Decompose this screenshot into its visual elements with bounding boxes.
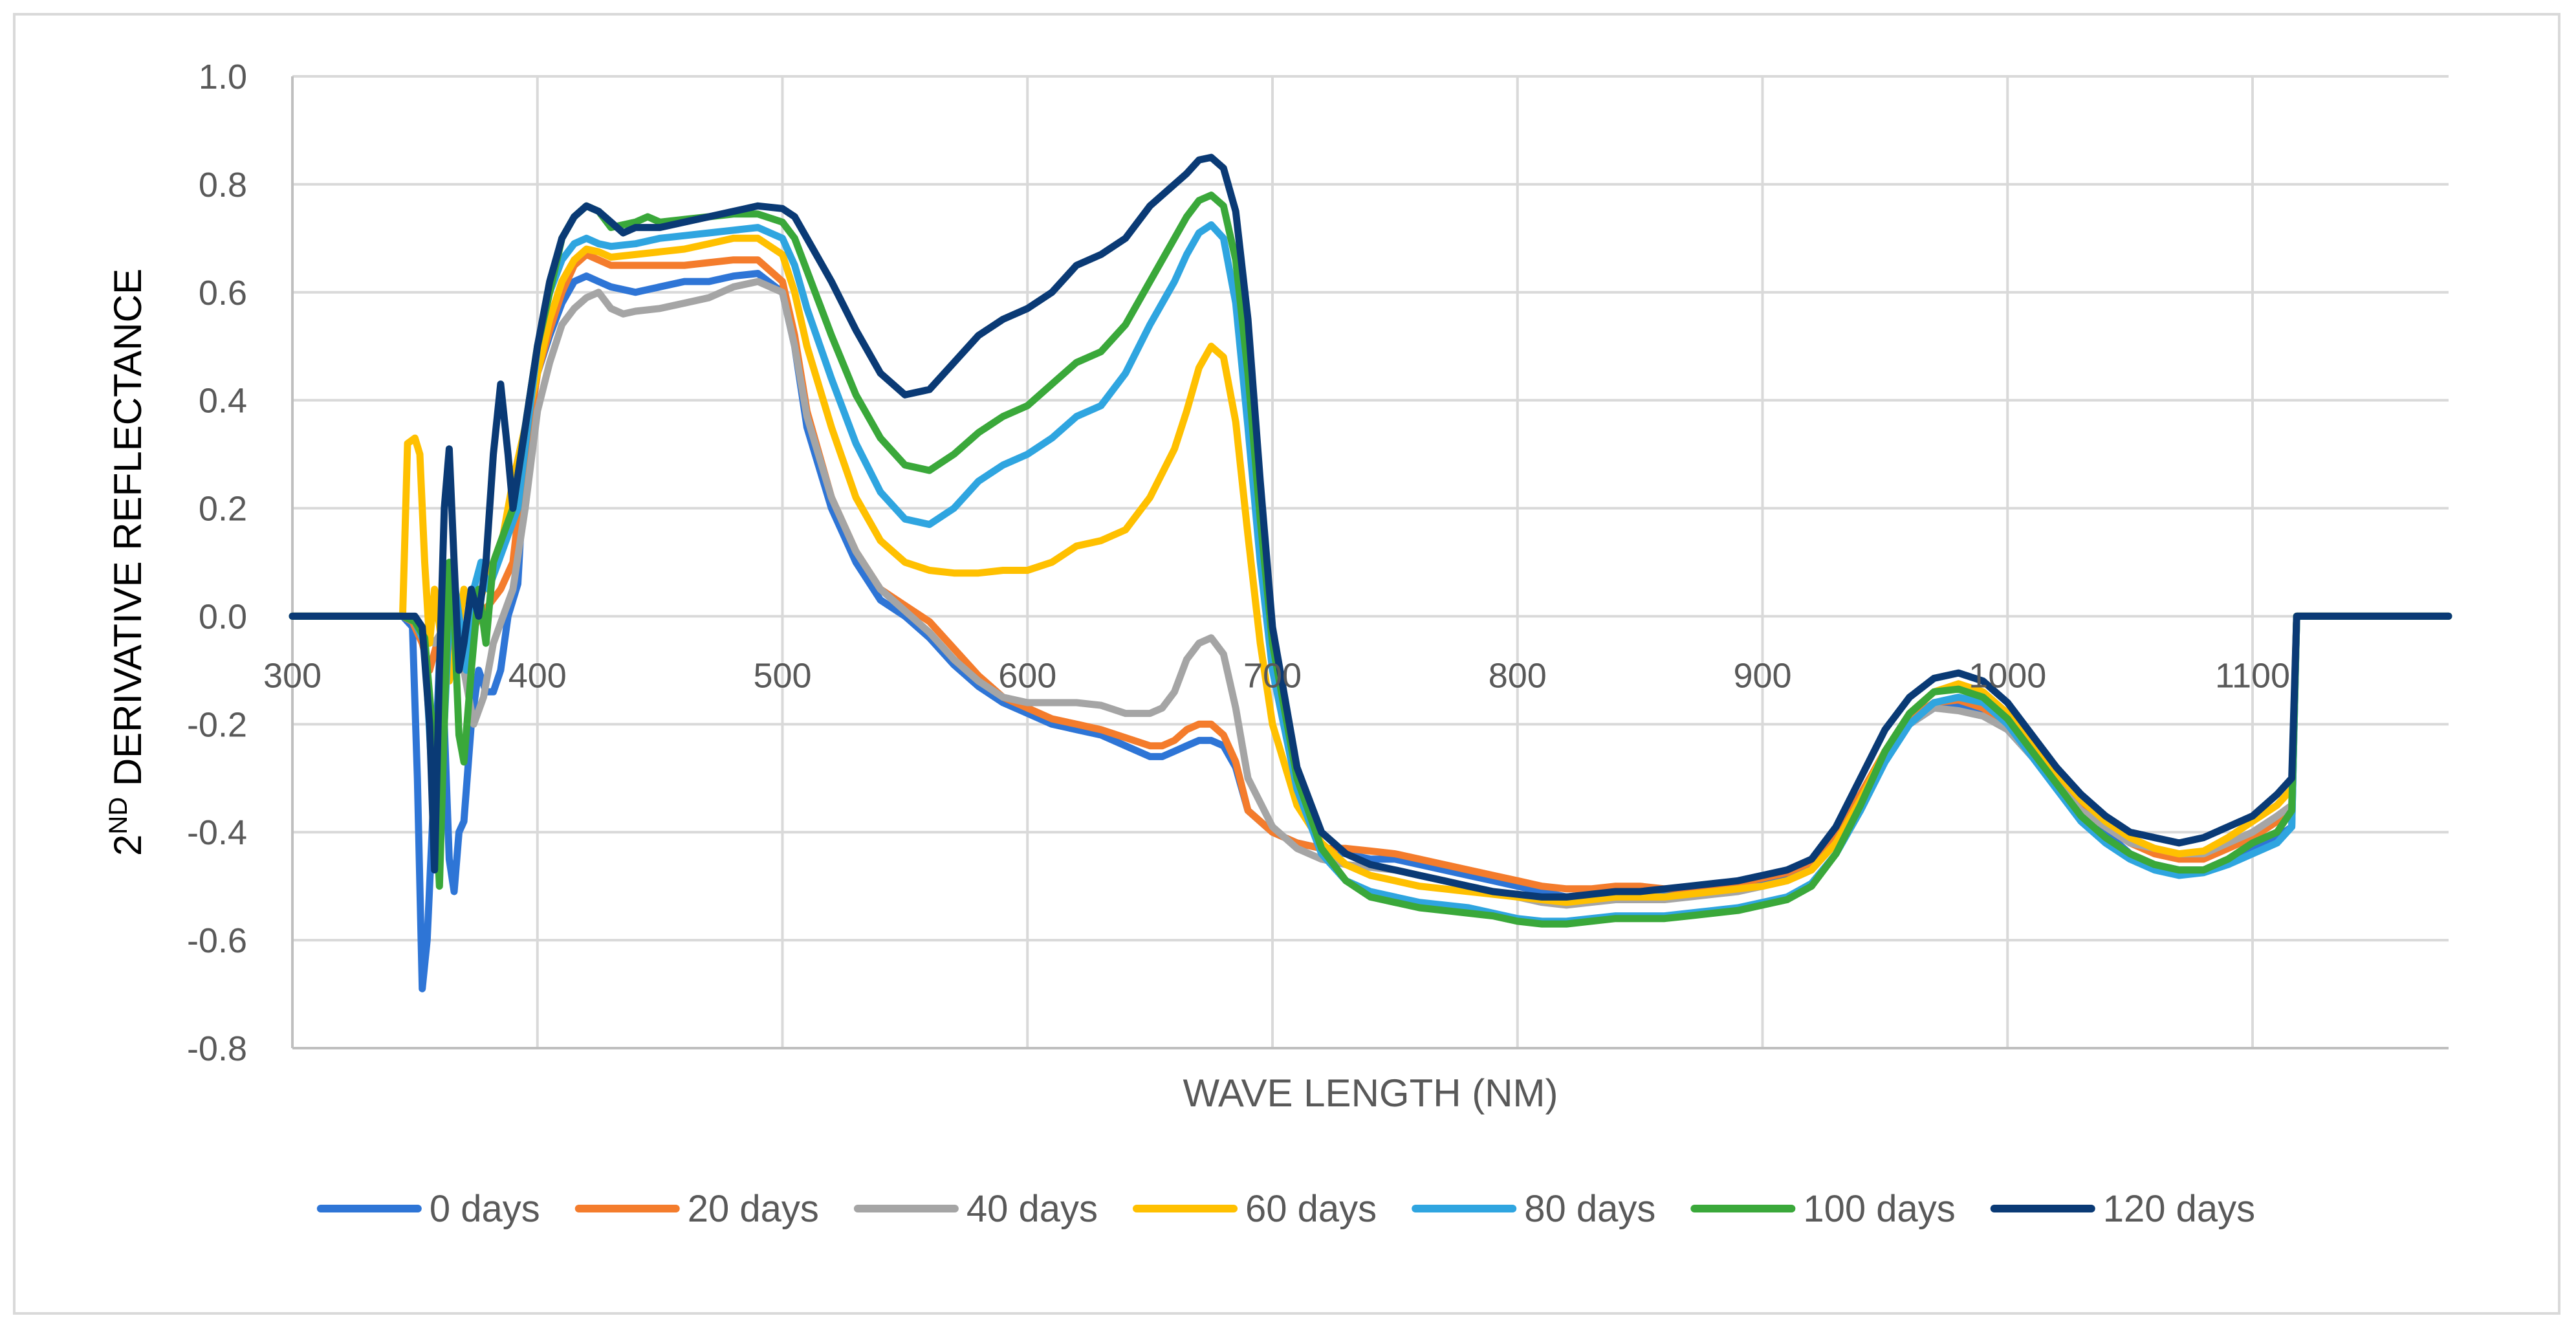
series-line-120-days [289, 153, 2452, 901]
y-axis-title-rest: DERIVATIVE REFLECTANCE [106, 269, 149, 797]
legend-label: 0 days [430, 1188, 540, 1230]
legend-item-20-days: 20 days [574, 1188, 819, 1230]
legend-label: 120 days [2103, 1188, 2255, 1230]
y-axis-title-prefix: 2 [106, 835, 149, 856]
tick-labels: 1.0 0.8 0.6 0.4 0.2 0.0 -0.2 -0.4 -0.6 -0.8 300 400… [187, 58, 2290, 1068]
legend-label: 20 days [688, 1188, 819, 1230]
series-line-20-days [289, 250, 2452, 893]
y-axis-title-superscript: ND [104, 797, 133, 835]
x-tick-label: 600 [998, 656, 1056, 695]
y-tick-label: 0.2 [199, 490, 247, 529]
y-tick-label: -0.6 [187, 921, 247, 960]
axes [291, 76, 2449, 1049]
y-tick-label: 1.0 [199, 58, 247, 96]
legend-item-40-days: 40 days [853, 1188, 1098, 1230]
series-line-100-days [289, 192, 2452, 928]
series-line-0-days [289, 270, 2452, 993]
x-tick-label: 900 [1733, 656, 1791, 695]
series-line-40-days [289, 278, 2452, 909]
legend-item-120-days: 120 days [1990, 1188, 2255, 1230]
legend-item-100-days: 100 days [1690, 1188, 1956, 1230]
legend-item-80-days: 80 days [1412, 1188, 1655, 1230]
legend-label: 40 days [966, 1188, 1098, 1230]
y-tick-label: -0.2 [187, 705, 247, 744]
y-tick-label: -0.8 [187, 1029, 247, 1068]
x-tick-label: 500 [753, 656, 811, 695]
x-tick-label: 1100 [2215, 656, 2290, 695]
x-tick-label: 400 [508, 656, 567, 695]
series-lines [289, 153, 2452, 993]
y-tick-label: 0.0 [199, 597, 247, 636]
x-tick-label: 1000 [1969, 656, 2046, 695]
x-tick-label: 300 [263, 656, 322, 695]
legend-item-60-days: 60 days [1133, 1188, 1377, 1230]
legend-label: 60 days [1245, 1188, 1377, 1230]
legend: 0 days 20 days 40 days 60 days 80 days 100 da… [316, 1188, 2255, 1230]
y-tick-label: 0.8 [199, 166, 247, 204]
y-tick-label: 0.4 [199, 382, 247, 421]
legend-label: 100 days [1803, 1188, 1955, 1230]
y-tick-label: -0.4 [187, 813, 247, 852]
x-tick-label: 800 [1489, 656, 1547, 695]
x-tick-label: 700 [1243, 656, 1302, 695]
series-line-60-days [289, 234, 2452, 906]
series-line-80-days [289, 221, 2452, 925]
x-axis-title: WAVE LENGTH (NM) [1183, 1071, 1558, 1115]
legend-item-0-days: 0 days [316, 1188, 540, 1230]
legend-label: 80 days [1524, 1188, 1655, 1230]
y-axis-title: 2ND DERIVATIVE REFLECTANCE [104, 269, 149, 856]
y-tick-label: 0.6 [199, 274, 247, 313]
